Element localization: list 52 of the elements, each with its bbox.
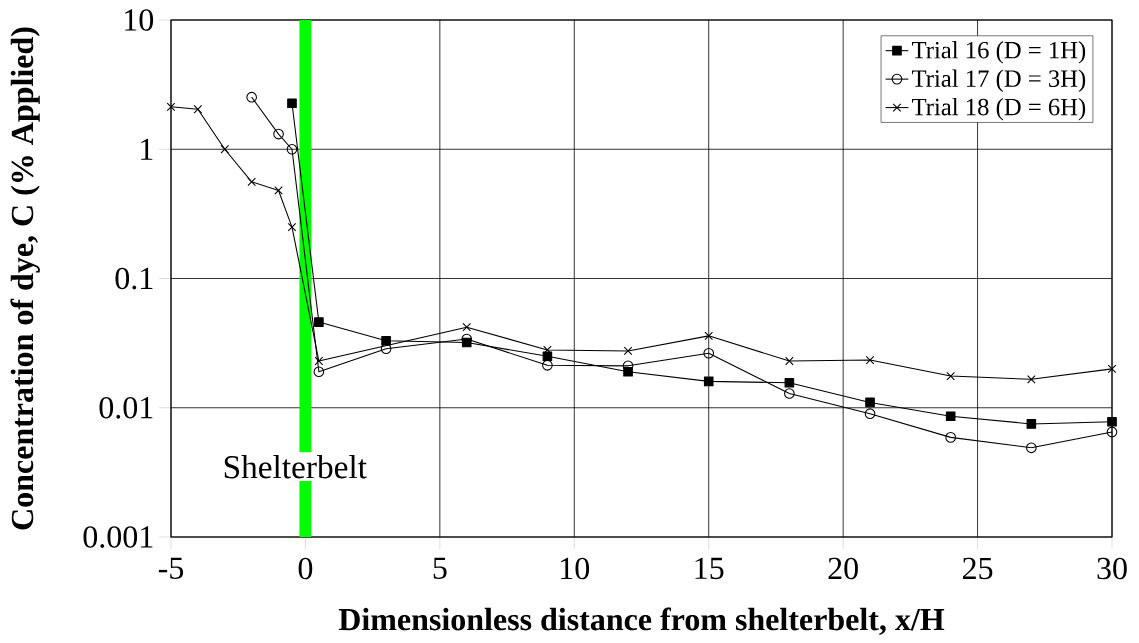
x-tick-label: -5 xyxy=(158,557,184,579)
point xyxy=(784,377,795,388)
point xyxy=(1027,375,1036,384)
y-tick-label: 0.001 xyxy=(83,526,153,548)
point xyxy=(314,356,324,366)
point xyxy=(945,411,956,422)
legend-label: Trial 16 (D = 1H) xyxy=(911,41,1086,64)
point xyxy=(287,222,297,232)
point xyxy=(785,356,794,366)
point xyxy=(1026,442,1037,454)
point xyxy=(246,91,257,103)
point xyxy=(166,102,176,112)
point xyxy=(623,346,633,356)
y-tick-label: 0.01 xyxy=(99,396,153,419)
x-tick-label: 20 xyxy=(828,557,858,580)
point xyxy=(313,366,325,378)
y-tick-label: 1 xyxy=(141,138,153,160)
point xyxy=(273,128,284,140)
point xyxy=(462,322,472,332)
point xyxy=(220,144,230,154)
point xyxy=(1107,416,1117,427)
point xyxy=(945,432,957,443)
ref-line-label: Shelterbelt xyxy=(224,454,367,479)
point xyxy=(865,397,875,408)
x-tick-label: 5 xyxy=(433,557,447,579)
point xyxy=(703,376,714,387)
y-tick-label: 10 xyxy=(125,9,154,31)
legend-label: Trial 18 (D = 6H) xyxy=(911,98,1086,121)
point xyxy=(703,347,715,359)
y-axis-title: Concentration of dye, C (% Applied) xyxy=(10,27,40,530)
point xyxy=(193,104,203,114)
point xyxy=(1106,426,1118,438)
point xyxy=(247,177,256,187)
x-axis-title: Dimensionless distance from shelterbelt, x/H xyxy=(338,607,945,636)
point xyxy=(946,371,955,381)
point xyxy=(865,355,875,365)
x-tick-label: 30 xyxy=(1097,557,1127,580)
x-tick-label: 15 xyxy=(695,557,724,580)
point xyxy=(1107,364,1117,374)
point xyxy=(784,388,795,399)
point xyxy=(287,98,297,109)
x-tick-label: 10 xyxy=(561,557,590,580)
y-tick-label: 0.1 xyxy=(115,267,153,290)
x-tick-label: 0 xyxy=(298,557,313,580)
x-tick-label: 25 xyxy=(962,557,993,580)
point xyxy=(274,186,283,195)
legend-label: Trial 17 (D = 3H) xyxy=(911,69,1086,92)
point xyxy=(1026,419,1037,429)
point xyxy=(314,317,324,327)
point xyxy=(864,408,876,420)
point xyxy=(286,143,298,155)
point xyxy=(704,331,714,341)
